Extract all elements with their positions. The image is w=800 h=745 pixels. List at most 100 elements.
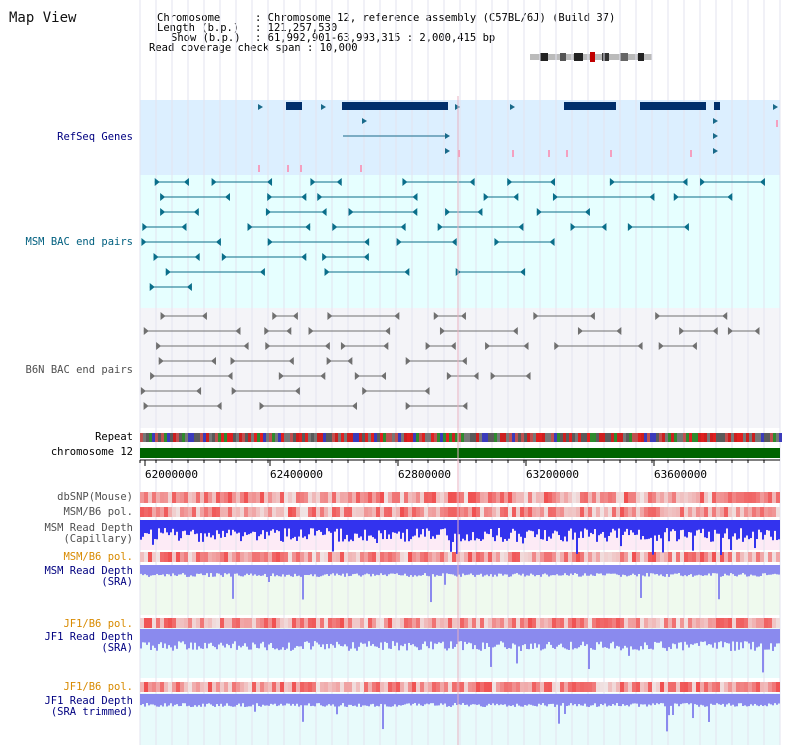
- msm-pol-cell: [728, 507, 732, 517]
- depth-bar-jf1-trimmed: [244, 694, 246, 707]
- jf1-pol-cell: [176, 618, 180, 628]
- msm-depth-capillary-label[interactable]: MSM Read Depth (Capillary): [44, 522, 133, 545]
- jf1-pol-cell: [388, 618, 392, 628]
- depth-bar-msm-sra: [478, 565, 480, 575]
- depth-bar-jf1-sra: [582, 629, 584, 642]
- dbsnp-cell: [548, 492, 552, 503]
- bac-end-left: [153, 253, 159, 261]
- jf1-pol-cell: [168, 682, 172, 692]
- dbsnp-cell: [244, 492, 248, 503]
- depth-bar-jf1-sra: [682, 629, 684, 651]
- bac-end-right: [683, 223, 689, 231]
- coverage-span: Read coverage check span : 10,000: [149, 42, 358, 54]
- repeat-block: [674, 433, 677, 442]
- depth-bar-jf1-sra: [220, 629, 222, 643]
- depth-bar-jf1-sra: [724, 629, 726, 643]
- msm-b6-pol-label-2[interactable]: MSM/B6 pol.: [63, 551, 133, 563]
- depth-bar-jf1-trimmed: [760, 694, 762, 705]
- depth-bar-jf1-sra: [772, 629, 774, 651]
- depth-bar-msm-sra: [644, 565, 646, 577]
- depth-bar-jf1-sra: [184, 629, 186, 645]
- msm-pol-cell: [272, 552, 276, 562]
- msm-pol-cell: [604, 552, 608, 562]
- repeat-block: [638, 433, 641, 442]
- jf1-pol-cell: [544, 682, 548, 692]
- depth-bar-capillary: [170, 520, 172, 533]
- jf1-pol-cell: [472, 618, 476, 628]
- depth-bar-jf1-trimmed: [564, 694, 566, 714]
- msm-bac-label[interactable]: MSM BAC end pairs: [25, 236, 133, 248]
- jf1-b6-pol-label-2[interactable]: JF1/B6 pol.: [63, 681, 133, 693]
- depth-bar-jf1-trimmed: [520, 694, 522, 707]
- repeat-block: [779, 433, 782, 442]
- msm-pol-cell: [464, 507, 468, 517]
- msm-pol-cell: [652, 507, 656, 517]
- msm-pol-cell: [700, 507, 704, 517]
- jf1-depth-sra-label[interactable]: JF1 Read Depth (SRA): [44, 631, 133, 654]
- depth-bar-capillary: [698, 520, 700, 530]
- jf1-pol-cell: [412, 618, 416, 628]
- dbsnp-cell: [648, 492, 652, 503]
- repeat-block: [776, 433, 779, 442]
- depth-bar-msm-sra: [410, 565, 412, 576]
- chromosome-ideogram[interactable]: [530, 52, 652, 62]
- depth-bar-jf1-trimmed: [758, 694, 760, 707]
- jf1-pol-cell: [660, 618, 664, 628]
- depth-bar-msm-sra: [430, 565, 432, 603]
- jf1-b6-pol-label[interactable]: JF1/B6 pol.: [63, 618, 133, 630]
- refseq-genes-label[interactable]: RefSeq Genes: [57, 131, 133, 143]
- bac-end-right: [523, 342, 529, 350]
- jf1-pol-cell: [536, 682, 540, 692]
- dbsnp-label[interactable]: dbSNP(Mouse): [57, 491, 133, 503]
- depth-bar-jf1-sra: [746, 629, 748, 642]
- depth-bar-msm-sra: [338, 565, 340, 576]
- depth-bar-capillary: [348, 520, 350, 542]
- jf1-pol-cell: [564, 682, 568, 692]
- jf1-depth-trimmed-label[interactable]: JF1 Read Depth (SRA trimmed): [44, 695, 133, 718]
- repeat-block: [470, 433, 473, 442]
- depth-bar-msm-sra: [356, 565, 358, 574]
- depth-bar-jf1-trimmed: [422, 694, 424, 707]
- depth-bar-jf1-trimmed: [334, 694, 336, 707]
- depth-bar-jf1-trimmed: [528, 694, 530, 705]
- dbsnp-cell: [332, 492, 336, 503]
- depth-bar-capillary: [532, 520, 534, 532]
- depth-bar-capillary: [302, 520, 304, 538]
- bac-end-left: [211, 178, 217, 186]
- dbsnp-cell: [744, 492, 748, 503]
- dbsnp-cell: [428, 492, 432, 503]
- depth-bar-capillary: [252, 520, 254, 532]
- dbsnp-cell: [340, 492, 344, 503]
- msm-pol-cell: [476, 552, 480, 562]
- b6n-bac-label[interactable]: B6N BAC end pairs: [25, 364, 133, 376]
- depth-bar-jf1-trimmed: [548, 694, 550, 705]
- depth-bar-capillary: [728, 520, 730, 540]
- depth-bar-capillary: [598, 520, 600, 536]
- depth-bar-capillary: [488, 520, 490, 535]
- dbsnp-cell: [444, 492, 448, 503]
- depth-bar-msm-sra: [354, 565, 356, 574]
- repeat-block: [482, 433, 485, 442]
- depth-bar-jf1-sra: [700, 629, 702, 642]
- depth-bar-jf1-sra: [182, 629, 184, 642]
- msm-pol-cell: [756, 507, 760, 517]
- msm-pol-cell: [656, 507, 660, 517]
- depth-bar-capillary: [376, 520, 378, 544]
- depth-bar-jf1-sra: [768, 629, 770, 650]
- msm-pol-cell: [436, 552, 440, 562]
- dbsnp-cell: [196, 492, 200, 503]
- show-key: Show (b.p.): [171, 32, 241, 44]
- bac-end-left: [507, 178, 513, 186]
- depth-bar-msm-sra: [682, 565, 684, 577]
- repeat-block: [356, 433, 359, 442]
- depth-bar-jf1-trimmed: [712, 694, 714, 705]
- jf1-pol-cell: [576, 682, 580, 692]
- msm-b6-pol-label[interactable]: MSM/B6 pol.: [63, 506, 133, 518]
- depth-bar-capillary: [726, 520, 728, 529]
- msm-pol-cell: [608, 507, 612, 517]
- msm-depth-sra-label[interactable]: MSM Read Depth (SRA): [44, 565, 133, 588]
- depth-bar-msm-sra: [512, 565, 514, 575]
- bac-end-right: [462, 402, 468, 410]
- dbsnp-cell: [432, 492, 436, 503]
